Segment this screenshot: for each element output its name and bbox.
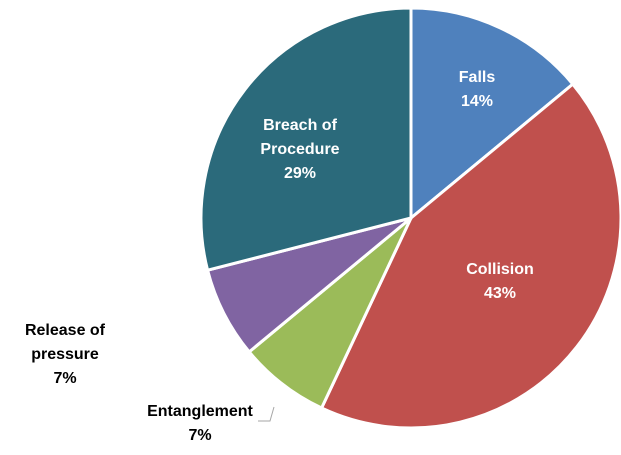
category-label: Entanglement — [147, 403, 253, 420]
pie-slice — [409, 6, 575, 222]
slice-label: Collision 43% — [440, 258, 560, 306]
value-label: 7% — [188, 427, 212, 444]
value-label: 14% — [460, 93, 494, 110]
category-label: Breach of Procedure — [260, 117, 340, 158]
slice-label: Release of pressure 7% — [10, 319, 120, 391]
pie-slice — [319, 82, 621, 430]
slice-label: Entanglement 7% — [120, 400, 280, 448]
slice-label: Breach of Procedure 29% — [240, 114, 360, 186]
category-label: Release of pressure — [24, 322, 106, 363]
pie-slice — [199, 6, 413, 273]
leader-line — [258, 406, 275, 422]
slice-label: Falls 14% — [452, 66, 502, 114]
category-label: Falls — [458, 69, 496, 86]
value-label: 7% — [53, 370, 77, 387]
category-label: Collision — [466, 261, 534, 278]
value-label: 29% — [283, 165, 317, 182]
value-label: 43% — [483, 285, 517, 302]
